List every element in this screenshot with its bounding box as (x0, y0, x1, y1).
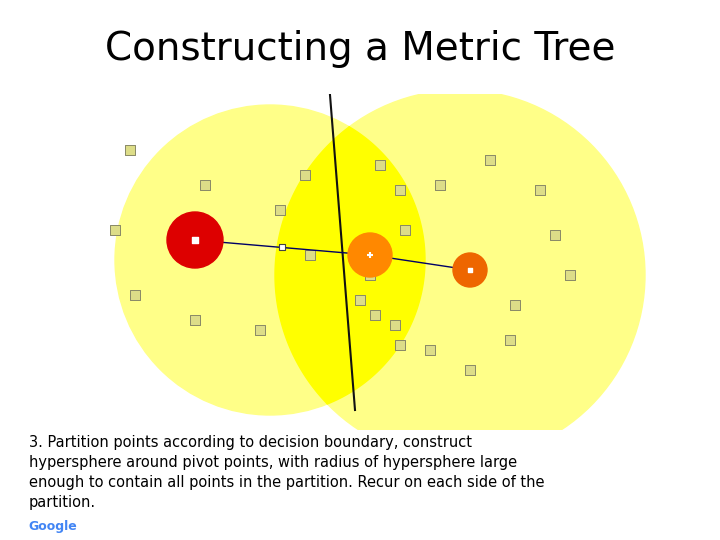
Text: Google: Google (29, 521, 78, 534)
Point (109, 226, 121, 234)
Point (390, 321, 401, 329)
Text: Constructing a Metric Tree: Constructing a Metric Tree (104, 30, 616, 68)
Point (130, 291, 141, 299)
Point (534, 186, 546, 194)
Point (300, 171, 311, 179)
Circle shape (348, 233, 392, 277)
Point (464, 366, 476, 374)
Point (464, 266, 476, 274)
Circle shape (167, 212, 223, 268)
Point (254, 326, 266, 334)
Point (485, 156, 496, 164)
Point (564, 271, 576, 279)
Point (189, 235, 201, 244)
Point (364, 271, 376, 279)
Circle shape (115, 105, 425, 415)
Point (374, 161, 386, 170)
Point (399, 226, 410, 234)
Point (354, 296, 366, 305)
Point (549, 231, 561, 239)
Point (125, 146, 136, 154)
Point (189, 316, 201, 325)
Point (395, 186, 406, 194)
Point (434, 181, 446, 190)
Point (395, 341, 406, 349)
Point (274, 206, 286, 214)
Polygon shape (275, 127, 425, 404)
Point (364, 251, 376, 259)
Point (424, 346, 436, 354)
Point (369, 310, 381, 319)
Point (199, 181, 211, 190)
Circle shape (275, 90, 645, 460)
Point (305, 251, 316, 259)
Point (276, 242, 288, 251)
Circle shape (453, 253, 487, 287)
Text: 3. Partition points according to decision boundary, construct
hypersphere around: 3. Partition points according to decisio… (29, 435, 544, 510)
Point (504, 336, 516, 345)
Point (509, 301, 521, 309)
